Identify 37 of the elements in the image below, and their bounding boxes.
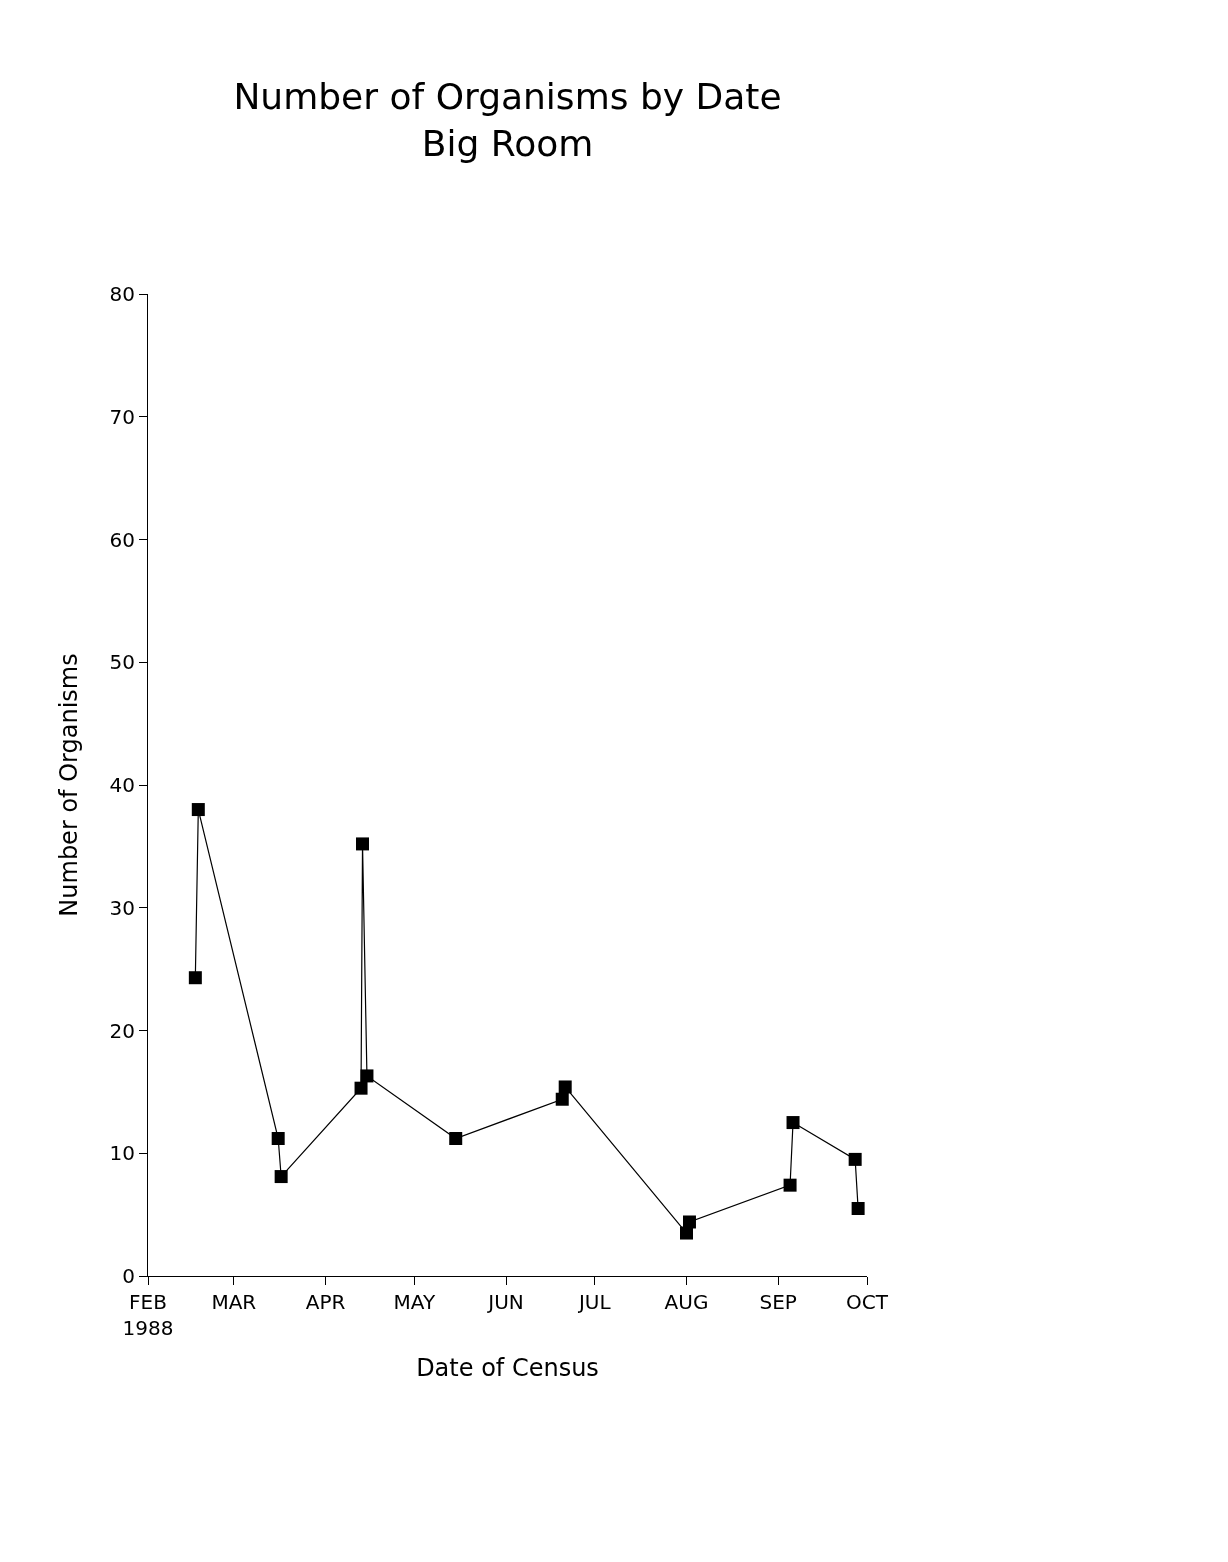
y-tick-label: 40 <box>109 773 135 797</box>
point <box>354 1081 368 1095</box>
point <box>558 1080 572 1094</box>
point <box>851 1201 865 1215</box>
point <box>555 1092 569 1106</box>
point <box>783 1178 797 1192</box>
y-tick-label: 10 <box>109 1141 135 1166</box>
point <box>848 1152 862 1166</box>
point <box>188 971 202 985</box>
point <box>356 837 370 851</box>
y-tick-label: 20 <box>109 1018 135 1043</box>
x-tick-label: OCT <box>846 1290 889 1314</box>
point <box>682 1215 696 1229</box>
x-tick-label: JUL <box>576 1290 612 1314</box>
x-axis-title: Date of Census <box>416 1354 599 1383</box>
point <box>449 1132 463 1146</box>
y-tick-label: 50 <box>109 650 135 675</box>
y-tick-label: 30 <box>109 895 135 920</box>
x-tick-label: MAY <box>393 1290 436 1314</box>
point <box>271 1132 285 1146</box>
point <box>786 1116 800 1130</box>
y-tick-label: 0 <box>122 1264 135 1288</box>
chart-title: Number of Organisms by Date Big Room <box>233 76 782 165</box>
point <box>680 1226 694 1240</box>
x-tick-label: AUG <box>664 1290 709 1314</box>
point <box>360 1069 374 1083</box>
y-tick-label: 70 <box>109 404 135 429</box>
x-tick-label: FEB 1988 <box>122 1290 174 1340</box>
x-tick-label: APR <box>305 1290 346 1314</box>
point <box>191 803 205 817</box>
x-tick-label: JUN <box>486 1290 524 1314</box>
point <box>274 1170 288 1184</box>
x-tick-label: SEP <box>759 1290 797 1314</box>
y-axis-title: Number of Organisms <box>54 653 83 917</box>
y-tick-label: 60 <box>109 527 135 552</box>
y-tick-label: 80 <box>109 282 135 306</box>
x-tick-label: MAR <box>211 1290 257 1314</box>
